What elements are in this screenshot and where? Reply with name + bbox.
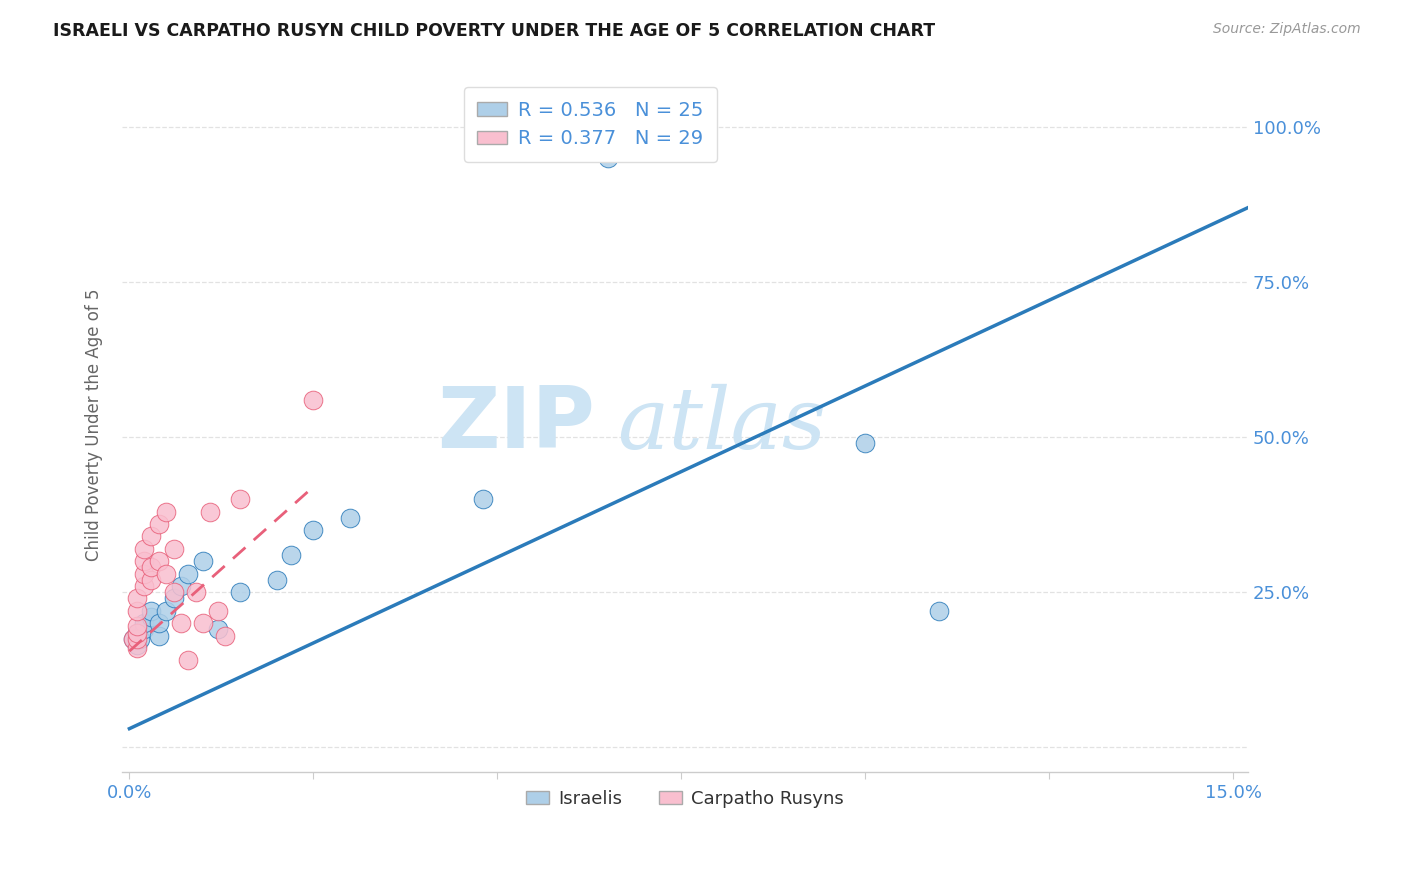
Point <box>162 541 184 556</box>
Point <box>177 566 200 581</box>
Point <box>302 392 325 407</box>
Legend: Israelis, Carpatho Rusyns: Israelis, Carpatho Rusyns <box>519 782 851 815</box>
Text: Source: ZipAtlas.com: Source: ZipAtlas.com <box>1213 22 1361 37</box>
Point <box>214 629 236 643</box>
Point <box>229 492 252 507</box>
Text: atlas: atlas <box>617 384 827 467</box>
Point <box>928 604 950 618</box>
Point <box>170 579 193 593</box>
Point <box>155 566 177 581</box>
Point <box>280 548 302 562</box>
Point <box>125 604 148 618</box>
Point <box>125 632 148 646</box>
Point <box>148 554 170 568</box>
Point <box>191 616 214 631</box>
Point <box>125 625 148 640</box>
Point <box>302 523 325 537</box>
Point <box>339 510 361 524</box>
Point <box>162 591 184 606</box>
Point <box>134 616 156 631</box>
Point <box>155 505 177 519</box>
Point <box>125 638 148 652</box>
Point <box>122 632 145 646</box>
Point <box>134 623 156 637</box>
Point <box>125 619 148 633</box>
Point <box>122 632 145 646</box>
Point <box>141 604 163 618</box>
Point <box>125 591 148 606</box>
Point <box>184 585 207 599</box>
Point <box>125 625 148 640</box>
Point <box>200 505 222 519</box>
Point <box>134 541 156 556</box>
Point <box>155 604 177 618</box>
Point <box>141 610 163 624</box>
Point <box>125 640 148 655</box>
Point <box>148 616 170 631</box>
Point <box>129 632 152 646</box>
Point <box>229 585 252 599</box>
Point <box>853 436 876 450</box>
Point <box>141 573 163 587</box>
Point <box>134 554 156 568</box>
Point <box>207 604 229 618</box>
Point <box>177 653 200 667</box>
Point <box>148 629 170 643</box>
Point <box>134 566 156 581</box>
Point <box>162 585 184 599</box>
Point <box>596 151 619 165</box>
Y-axis label: Child Poverty Under the Age of 5: Child Poverty Under the Age of 5 <box>86 288 103 561</box>
Point <box>207 623 229 637</box>
Text: ZIP: ZIP <box>437 384 595 467</box>
Point <box>266 573 288 587</box>
Point <box>471 492 494 507</box>
Point <box>134 579 156 593</box>
Text: ISRAELI VS CARPATHO RUSYN CHILD POVERTY UNDER THE AGE OF 5 CORRELATION CHART: ISRAELI VS CARPATHO RUSYN CHILD POVERTY … <box>53 22 935 40</box>
Point <box>141 560 163 574</box>
Point <box>191 554 214 568</box>
Point <box>170 616 193 631</box>
Point <box>141 529 163 543</box>
Point <box>148 516 170 531</box>
